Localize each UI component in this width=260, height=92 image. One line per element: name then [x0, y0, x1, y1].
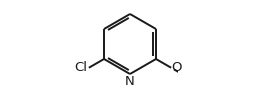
- Text: N: N: [125, 75, 135, 88]
- Text: O: O: [172, 61, 182, 74]
- Text: Cl: Cl: [75, 61, 88, 74]
